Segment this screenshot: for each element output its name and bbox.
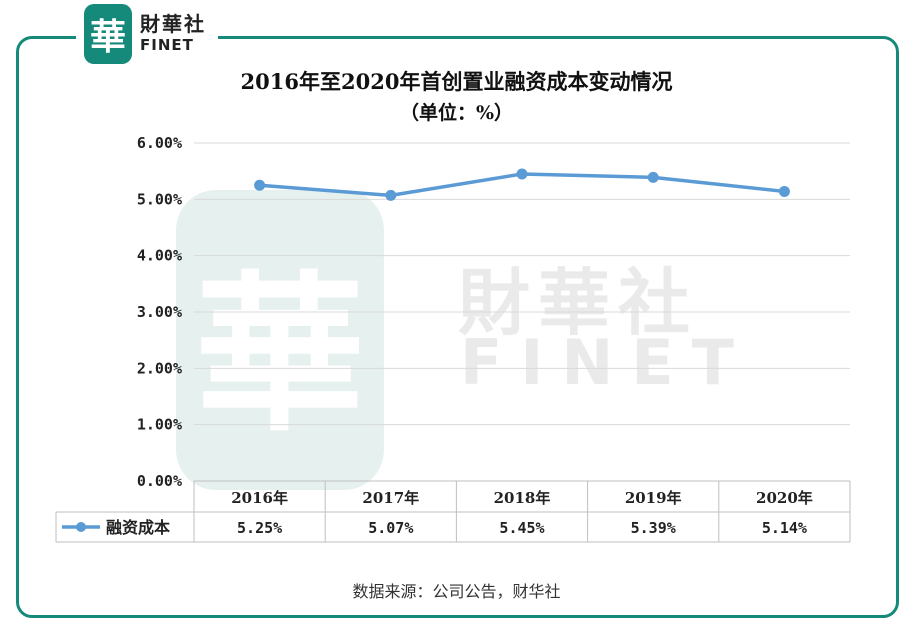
data-point: [647, 171, 659, 183]
y-tick-label: 1.00%: [137, 416, 182, 434]
y-tick-label: 5.00%: [137, 190, 182, 208]
watermark-name-en: FINET: [460, 326, 752, 399]
x-tick-label: 2019年: [625, 489, 682, 507]
x-tick-label: 2018年: [494, 489, 551, 507]
data-point: [254, 179, 266, 191]
data-point: [385, 189, 397, 201]
watermark-name-cn: 財華社: [458, 261, 699, 345]
x-tick-label: 2016年: [231, 489, 288, 507]
legend-series-name: 融资成本: [106, 518, 170, 537]
card-frame: [16, 36, 899, 618]
y-tick-label: 0.00%: [137, 472, 182, 490]
table-value-cell: 5.39%: [631, 519, 676, 537]
watermark-logo-icon: 華: [176, 190, 384, 490]
data-point: [778, 185, 790, 197]
legend-marker-icon: [76, 522, 86, 532]
finet-logo-icon: 華: [84, 4, 132, 64]
y-tick-label: 3.00%: [137, 303, 182, 321]
gridlines: [194, 142, 850, 482]
x-tick-label: 2020年: [756, 489, 813, 507]
y-tick-label: 2.00%: [137, 359, 182, 377]
series-lines: [254, 168, 790, 201]
brand-name-cn: 財華社: [140, 12, 206, 36]
chart-title: 2016年至2020年首创置业融资成本变动情况: [240, 69, 673, 94]
table-value-cell: 5.07%: [368, 519, 413, 537]
chart-subtitle: （单位：%）: [399, 102, 514, 124]
x-tick-label: 2017年: [362, 489, 419, 507]
data-point: [516, 168, 528, 180]
y-tick-label: 4.00%: [137, 247, 182, 265]
table-value-cell: 5.45%: [499, 519, 544, 537]
table-value-cell: 5.14%: [762, 519, 807, 537]
y-tick-label: 6.00%: [137, 134, 182, 152]
brand-name-en: FINET: [140, 36, 194, 54]
y-axis-ticks: 0.00% 1.00% 2.00% 3.00% 4.00% 5.00% 6.00%: [137, 134, 182, 490]
source-note: 数据来源：公司公告，财华社: [352, 582, 561, 601]
table-value-cell: 5.25%: [237, 519, 282, 537]
